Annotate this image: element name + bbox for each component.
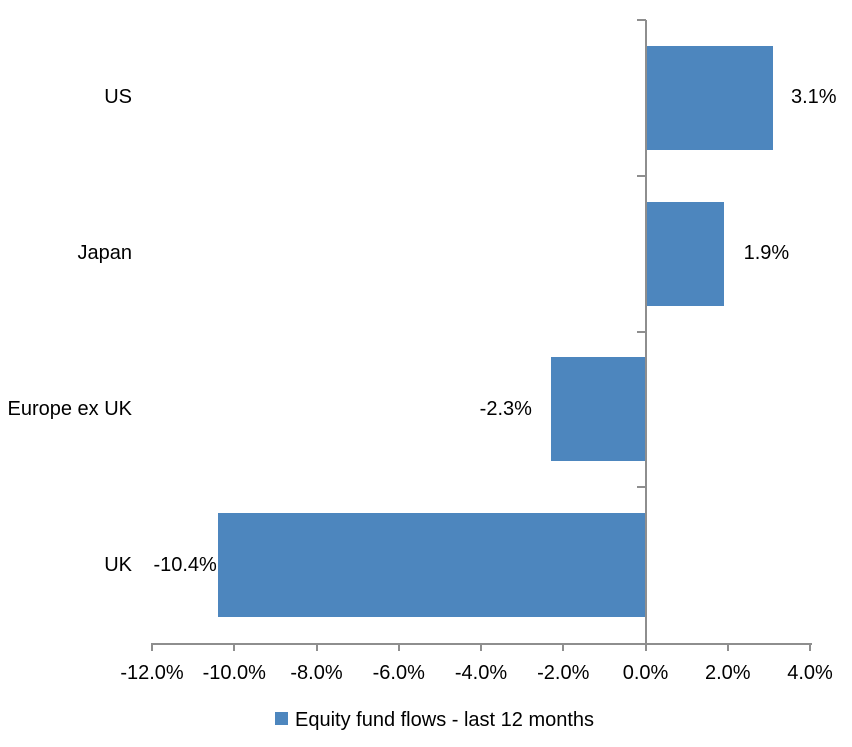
legend: Equity fund flows - last 12 months: [0, 700, 852, 740]
x-tick: [726, 643, 729, 651]
category-label-uk: UK: [104, 553, 132, 576]
bar-uk: [217, 513, 646, 618]
bar-japan: [645, 201, 724, 306]
x-tick-label: -10.0%: [202, 662, 266, 684]
legend-label: Equity fund flows - last 12 months: [295, 709, 595, 731]
x-tick: [315, 643, 318, 651]
y-tick: [636, 486, 646, 489]
x-tick-label: -6.0%: [372, 662, 425, 684]
x-tick: [480, 643, 482, 651]
x-tick-label: 4.0%: [787, 662, 833, 684]
y-tick: [636, 19, 646, 21]
x-tick: [562, 643, 565, 651]
x-tick-label: 2.0%: [704, 662, 751, 684]
x-tick-label: -8.0%: [290, 662, 343, 684]
x-tick: [151, 643, 153, 651]
category-label-europe-ex-uk: Europe ex UK: [7, 397, 132, 420]
x-axis-line: [152, 643, 812, 645]
x-tick-label: -12.0%: [120, 662, 184, 684]
x-tick: [233, 643, 236, 651]
category-label-japan: Japan: [77, 242, 133, 265]
category-label-us: US: [104, 86, 132, 109]
y-tick: [636, 330, 646, 333]
x-tick-label: -2.0%: [537, 662, 590, 684]
x-tick: [397, 643, 400, 651]
bar-us: [645, 45, 773, 150]
legend-swatch: [275, 712, 288, 725]
bar-europe-ex-uk: [550, 357, 646, 462]
x-tick-label: 0.0%: [622, 662, 669, 684]
value-label-uk: -10.4%: [153, 553, 217, 576]
y-tick: [636, 174, 646, 177]
x-tick-label: -4.0%: [454, 662, 508, 684]
value-label-japan: 1.9%: [743, 242, 790, 265]
x-tick: [809, 643, 811, 651]
y-axis-zero-line: [644, 20, 647, 651]
value-label-us: 3.1%: [790, 86, 837, 109]
value-label-europe-ex-uk: -2.3%: [479, 397, 532, 420]
